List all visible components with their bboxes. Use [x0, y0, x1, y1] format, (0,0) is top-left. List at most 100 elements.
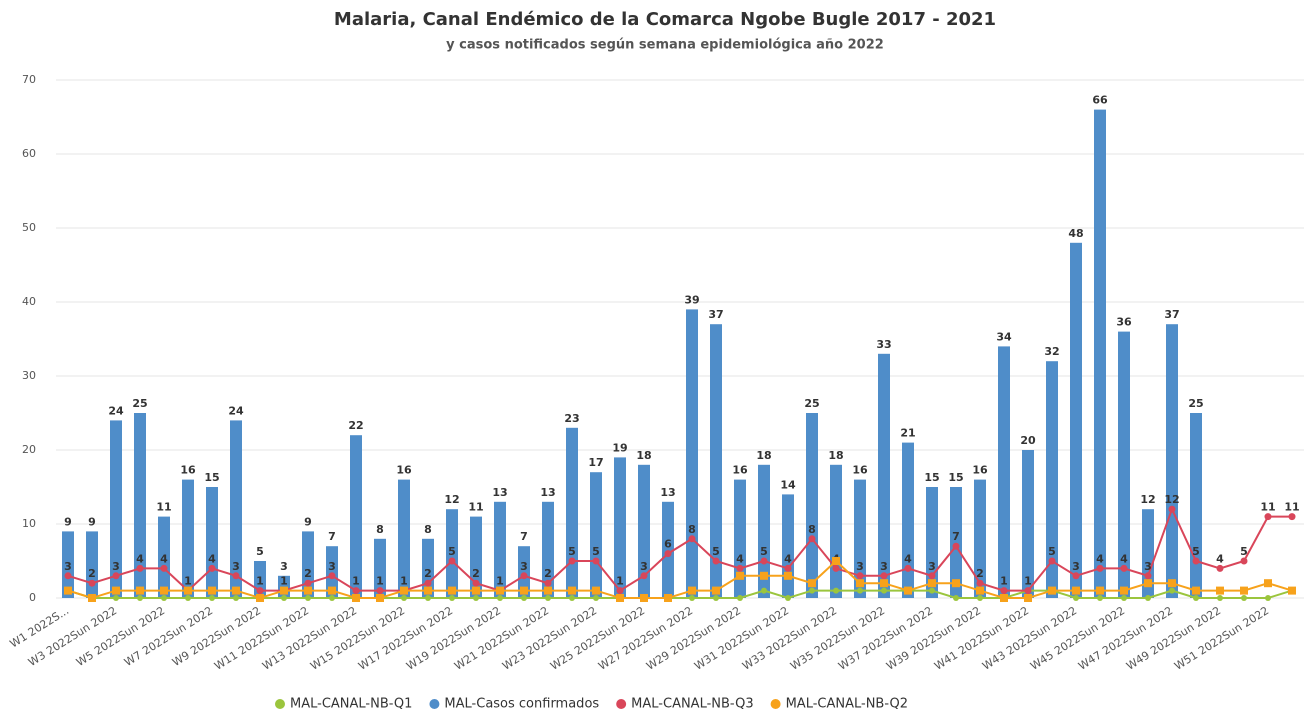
marker	[1192, 586, 1200, 595]
line-value-label: 1	[184, 575, 192, 588]
bar-value-label: 5	[256, 545, 264, 558]
marker	[880, 579, 888, 588]
marker	[161, 595, 167, 601]
marker	[1097, 595, 1103, 601]
line-value-label: 5	[1048, 545, 1056, 558]
marker	[1168, 505, 1176, 513]
marker	[1072, 586, 1080, 595]
line-value-label: 4	[784, 552, 792, 565]
marker	[688, 586, 696, 595]
marker	[1192, 557, 1200, 565]
line-value-label: 1	[616, 575, 624, 588]
bar-value-label: 23	[564, 412, 579, 425]
bar	[1118, 331, 1130, 598]
bar-value-label: 8	[424, 523, 432, 536]
bar	[182, 479, 194, 598]
marker	[856, 572, 864, 580]
line-value-label: 3	[1144, 560, 1152, 573]
line-value-label: 11	[1284, 501, 1299, 514]
line-value-label: 5	[568, 545, 576, 558]
marker	[1024, 587, 1032, 595]
line-value-label: 5	[1240, 545, 1248, 558]
marker	[280, 586, 288, 595]
bar-value-label: 13	[660, 486, 675, 499]
marker	[208, 586, 216, 595]
line-value-label: 2	[304, 567, 312, 580]
marker	[424, 579, 432, 587]
bar	[1022, 450, 1034, 598]
bar-value-label: 21	[900, 427, 915, 440]
marker	[952, 542, 960, 550]
bar-value-label: 37	[1164, 308, 1179, 321]
marker	[473, 595, 479, 601]
bar	[374, 538, 386, 598]
bar-value-label: 24	[108, 404, 124, 417]
marker	[209, 595, 215, 601]
line-value-label: 1	[280, 575, 288, 588]
marker	[401, 595, 407, 601]
marker	[1121, 595, 1127, 601]
marker	[184, 586, 192, 595]
marker	[736, 571, 744, 580]
bar	[974, 479, 986, 598]
marker	[1241, 595, 1247, 601]
bar-value-label: 7	[520, 530, 528, 543]
marker	[1073, 595, 1079, 601]
marker	[304, 579, 312, 587]
marker	[857, 587, 863, 594]
bar	[230, 420, 242, 598]
bar	[878, 353, 890, 598]
line-value-label: 4	[160, 552, 168, 565]
marker	[1264, 579, 1272, 588]
marker	[832, 557, 840, 565]
line-value-label: 12	[1164, 493, 1179, 506]
line-value-label: 2	[472, 567, 480, 580]
bar-value-label: 16	[396, 464, 412, 477]
y-tick-label: 30	[22, 369, 36, 382]
bar	[734, 479, 746, 598]
marker	[952, 579, 960, 588]
bar-value-label: 13	[540, 486, 555, 499]
marker	[424, 586, 432, 595]
legend-label: MAL-Casos confirmados	[444, 697, 599, 712]
marker	[1240, 557, 1248, 565]
marker	[856, 579, 864, 588]
y-tick-label: 0	[29, 591, 36, 604]
marker	[449, 595, 455, 601]
bar-value-label: 33	[876, 338, 891, 351]
bar	[206, 487, 218, 598]
bar	[518, 546, 530, 598]
marker	[833, 587, 839, 594]
bar-value-label: 12	[1140, 493, 1155, 506]
chart-title: Malaria, Canal Endémico de la Comarca Ng…	[334, 9, 996, 30]
bar	[998, 346, 1010, 598]
marker	[112, 572, 120, 580]
line-value-label: 5	[592, 545, 600, 558]
marker	[953, 595, 959, 601]
bar-value-label: 15	[924, 471, 939, 484]
line-value-label: 3	[520, 560, 528, 573]
bar-value-label: 22	[348, 419, 363, 432]
line-value-label: 4	[1096, 552, 1104, 565]
marker	[832, 564, 840, 572]
marker	[640, 594, 648, 602]
marker	[809, 587, 815, 594]
legend-label: MAL-CANAL-NB-Q1	[290, 697, 412, 712]
marker	[448, 557, 456, 565]
marker	[160, 564, 168, 572]
bar-value-label: 15	[204, 471, 219, 484]
marker	[616, 594, 624, 602]
x-tick-label: W7 2022Sun 2022	[122, 604, 215, 669]
bar	[470, 516, 482, 598]
bar	[86, 531, 98, 598]
marker	[448, 586, 456, 595]
line-value-label: 3	[232, 560, 240, 573]
bar-value-label: 37	[708, 308, 723, 321]
marker	[1193, 595, 1199, 601]
marker	[592, 586, 600, 595]
marker	[1048, 586, 1056, 595]
bar	[614, 457, 626, 598]
marker	[233, 595, 239, 601]
legend-swatch	[429, 699, 440, 709]
